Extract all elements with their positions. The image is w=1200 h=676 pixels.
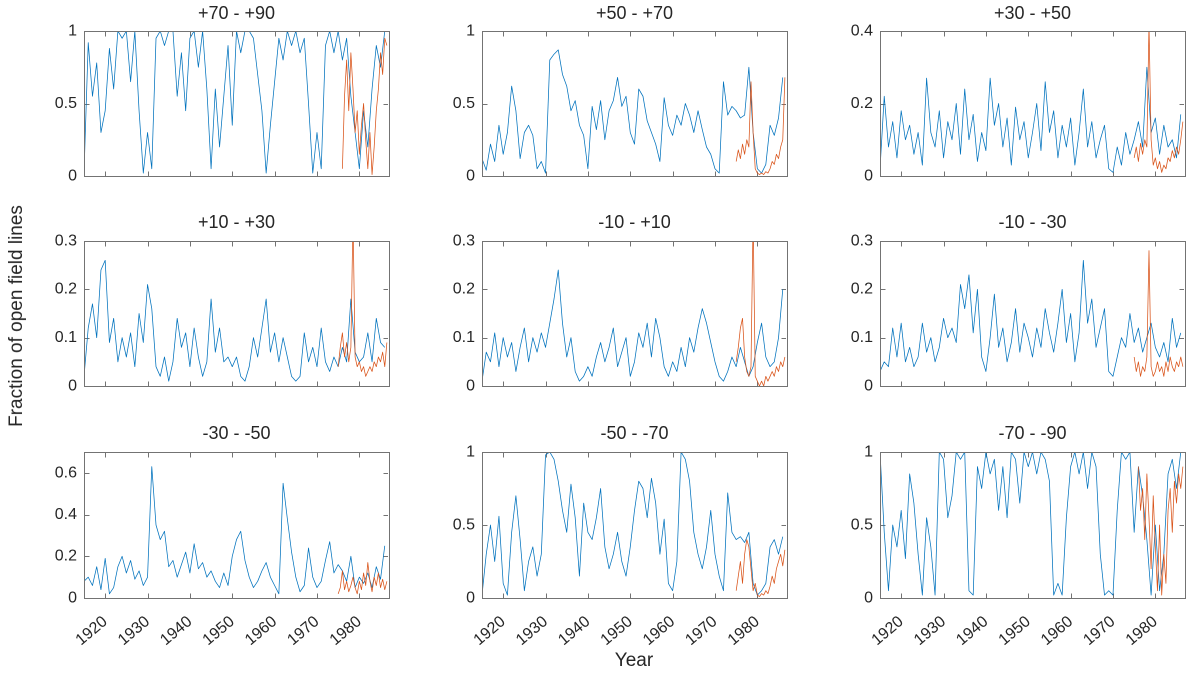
subplot-title-8: -50 - -70 [600, 423, 669, 443]
subplot-title-2: +50 - +70 [595, 3, 674, 23]
subplot-title-4: +10 - +30 [197, 212, 276, 232]
x-axis-label: Year [614, 650, 654, 671]
subplot-title-5: -10 - +10 [598, 212, 671, 232]
subplot-title-9: -70 - -90 [998, 423, 1067, 443]
y-axis-label: Fraction of open field lines [6, 205, 27, 427]
subplot-title-6: -10 - -30 [998, 212, 1067, 232]
subplot-title-7: -30 - -50 [202, 423, 271, 443]
subplot-title-3: +30 - +50 [993, 3, 1072, 23]
subplot-title-1: +70 - +90 [197, 3, 276, 23]
